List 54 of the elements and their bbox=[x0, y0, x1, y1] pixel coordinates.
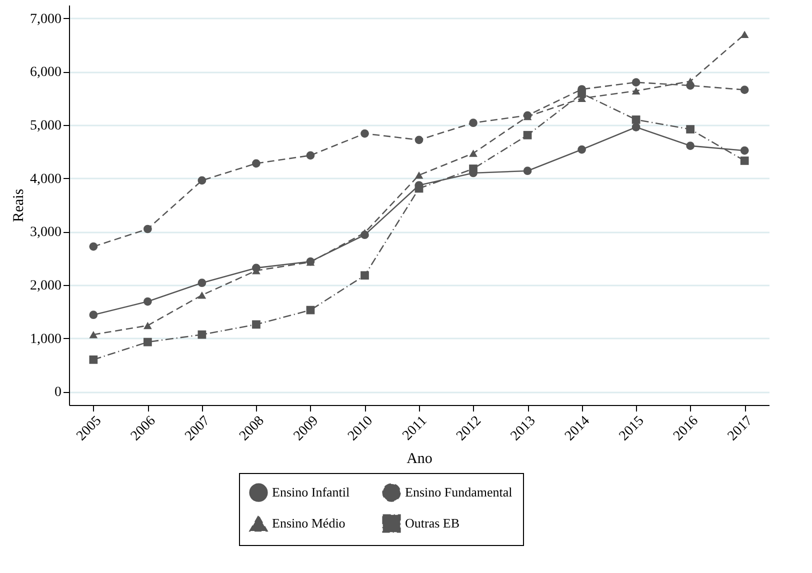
y-tick-label: 7,000 bbox=[30, 12, 62, 27]
point bbox=[523, 130, 532, 140]
point bbox=[469, 150, 478, 157]
point bbox=[469, 164, 478, 173]
y-tick-label: 1,000 bbox=[30, 332, 62, 347]
point bbox=[686, 142, 694, 150]
point bbox=[144, 338, 152, 346]
point bbox=[306, 151, 315, 160]
legend-label: Outras EB bbox=[405, 516, 460, 530]
y-tick-label: 4,000 bbox=[30, 172, 62, 187]
point bbox=[360, 229, 369, 236]
point bbox=[578, 145, 586, 154]
point bbox=[414, 184, 424, 193]
point bbox=[252, 159, 260, 168]
point bbox=[740, 86, 749, 94]
legend-label: Ensino Médio bbox=[272, 516, 346, 530]
point bbox=[198, 176, 206, 185]
point bbox=[89, 242, 98, 251]
point bbox=[632, 122, 640, 132]
legend-label: Ensino Infantil bbox=[272, 484, 350, 500]
point bbox=[414, 136, 424, 144]
point bbox=[740, 30, 749, 38]
point bbox=[578, 89, 586, 98]
point bbox=[740, 146, 749, 155]
legend-label: Ensino Fundamental bbox=[405, 484, 513, 500]
point bbox=[89, 330, 98, 338]
point bbox=[414, 172, 424, 179]
point bbox=[469, 118, 478, 128]
point bbox=[632, 87, 640, 94]
y-tick-label: 5,000 bbox=[30, 118, 62, 134]
point bbox=[144, 224, 152, 234]
point bbox=[89, 310, 98, 320]
point bbox=[523, 166, 532, 176]
point bbox=[360, 271, 369, 280]
y-tick-label: 6,000 bbox=[30, 65, 62, 80]
point bbox=[144, 297, 152, 306]
y-tick-label: 2,000 bbox=[30, 278, 62, 294]
point bbox=[686, 78, 694, 85]
point bbox=[306, 306, 315, 314]
point bbox=[686, 125, 694, 134]
y-axis-title: Reais bbox=[11, 188, 27, 222]
point bbox=[252, 320, 260, 329]
point bbox=[740, 156, 749, 165]
point bbox=[198, 292, 206, 299]
point bbox=[198, 330, 206, 339]
point bbox=[144, 322, 152, 330]
y-tick-label: 3,000 bbox=[30, 225, 62, 240]
point bbox=[632, 115, 640, 124]
x-axis-title: Ano bbox=[406, 451, 432, 468]
point bbox=[89, 355, 98, 364]
y-tick-label: 0 bbox=[54, 385, 62, 400]
point bbox=[360, 129, 369, 138]
point bbox=[632, 78, 640, 87]
point bbox=[198, 278, 206, 288]
